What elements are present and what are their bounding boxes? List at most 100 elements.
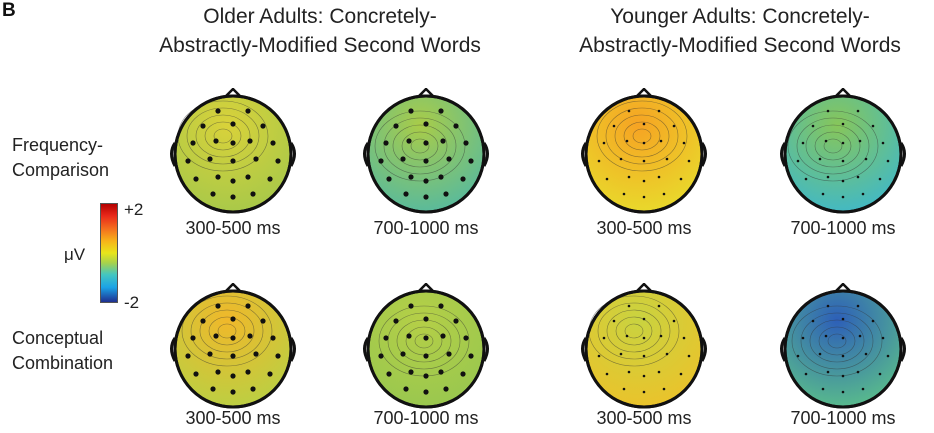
left-ear (170, 337, 177, 362)
electrode (841, 141, 845, 145)
electrode (602, 336, 606, 340)
electrode (642, 122, 646, 126)
scalp-map-younger-fc-700 (780, 88, 906, 214)
electrode (230, 353, 236, 359)
electrode (408, 369, 414, 375)
contour-line (805, 124, 861, 168)
electrode (406, 333, 412, 339)
contour-line (623, 121, 661, 151)
colorbar-max-label: +2 (124, 200, 144, 219)
electrode (864, 352, 868, 356)
left-ear (780, 142, 787, 167)
electrode (403, 191, 409, 197)
electrode (210, 386, 216, 392)
electrode (215, 303, 221, 309)
electrode (267, 371, 273, 377)
row-label-frequency: Frequency- Comparison (12, 133, 109, 183)
electrode (856, 109, 860, 113)
electrode (438, 303, 444, 309)
electrode (245, 369, 251, 375)
electrode (881, 141, 885, 145)
electrode (627, 175, 631, 179)
electrode (856, 175, 860, 179)
electrode (597, 354, 601, 358)
colorbar-min-label: -2 (124, 293, 140, 312)
electrode (818, 157, 822, 161)
right-ear (700, 142, 707, 167)
scalp-map-older-fc-700 (363, 88, 489, 214)
electrode (253, 351, 259, 357)
electrode (841, 336, 845, 340)
electrode (446, 156, 452, 162)
nose (636, 283, 652, 292)
electrode (871, 124, 875, 128)
left-ear (170, 142, 177, 167)
time-label: 300-500 ms (596, 218, 692, 238)
electrode (878, 177, 882, 181)
electrode (247, 138, 253, 144)
electrode (612, 124, 616, 128)
group-title-older-line2: Abstractly-Modified Second Words (159, 34, 481, 57)
electrode (858, 139, 862, 143)
electrode (378, 158, 384, 164)
scalp-outline (584, 94, 704, 214)
electrode (687, 354, 691, 358)
contour-line (392, 124, 448, 168)
electrode (230, 373, 236, 379)
electrode (403, 386, 409, 392)
electrode (408, 303, 414, 309)
contour-line (800, 312, 874, 370)
time-label: 700-1000 ms (790, 408, 896, 428)
electrode (642, 179, 646, 183)
scalp-outline (366, 94, 486, 214)
electrode (861, 387, 865, 391)
electrode (824, 139, 828, 143)
electrode (423, 389, 429, 395)
electrode (619, 157, 623, 161)
electrode (625, 334, 629, 338)
contour-line (195, 114, 251, 158)
right-ear (482, 337, 489, 362)
electrode (193, 371, 199, 377)
electrode (230, 178, 236, 184)
electrode (408, 108, 414, 114)
electrode (210, 191, 216, 197)
electrode (230, 335, 236, 341)
electrode (438, 174, 444, 180)
electrode (804, 177, 808, 181)
contour-line (614, 114, 670, 158)
electrode (841, 195, 845, 199)
electrode (886, 354, 890, 358)
left-ear (780, 337, 787, 362)
electrode (383, 335, 389, 341)
row-label-conceptual: Conceptual Combination (12, 326, 113, 376)
electrode (245, 108, 251, 114)
group-title-younger: Younger Adults: Concretely- Abstractly-M… (545, 2, 934, 60)
electrode (642, 354, 646, 358)
contour-line (181, 295, 273, 367)
electrode (665, 352, 669, 356)
electrode (841, 159, 845, 163)
electrode (796, 159, 800, 163)
electrode (423, 353, 429, 359)
electrode (250, 386, 256, 392)
electrode (642, 159, 646, 163)
contour-line (814, 131, 852, 161)
electrode (682, 336, 686, 340)
electrode (659, 334, 663, 338)
electrode (386, 371, 392, 377)
electrode (856, 370, 860, 374)
electrode (453, 123, 459, 129)
electrode (841, 122, 845, 126)
contour-line (605, 107, 679, 165)
electrode (687, 159, 691, 163)
nose (418, 283, 434, 292)
electrode (602, 141, 606, 145)
electrode (460, 176, 466, 182)
contour-line (204, 121, 242, 151)
contour-line (213, 128, 233, 144)
electrode (605, 177, 609, 181)
right-ear (899, 337, 906, 362)
electrode (642, 195, 646, 199)
electrode (423, 140, 429, 146)
